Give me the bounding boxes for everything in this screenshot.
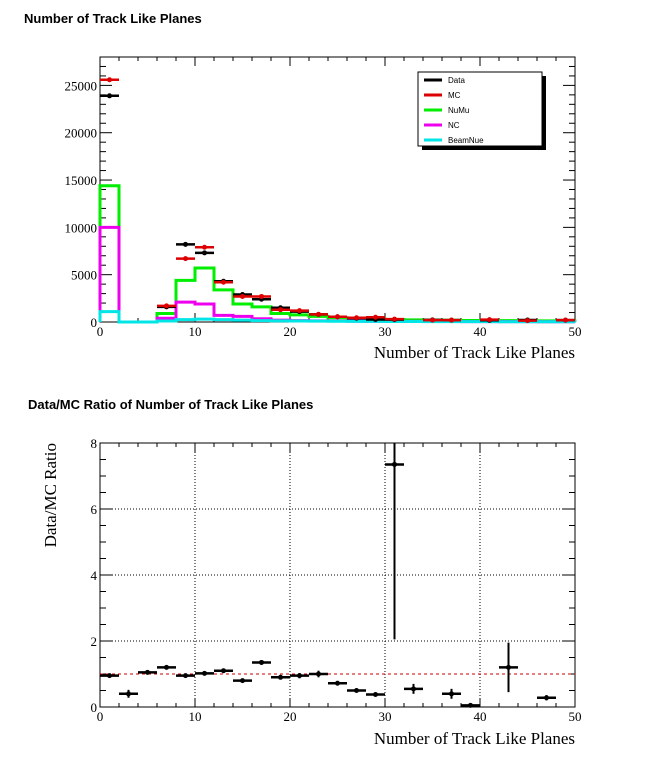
ratio-point-marker xyxy=(373,691,378,697)
legend-label: BeamNue xyxy=(448,136,484,145)
y-tick-label: 4 xyxy=(91,568,98,583)
ratio-points xyxy=(100,443,556,708)
ratio-point-marker xyxy=(354,688,359,693)
y-tick-label: 25000 xyxy=(65,78,98,93)
data-point-marker xyxy=(525,318,530,324)
x-tick-label: 50 xyxy=(569,709,582,724)
ratio-point-marker xyxy=(335,680,340,686)
x-tick-label: 40 xyxy=(474,709,487,724)
ratio-point-marker xyxy=(278,674,283,680)
x-tick-label: 10 xyxy=(189,324,202,339)
data-point-marker xyxy=(449,317,454,323)
y-tick-label: 6 xyxy=(91,502,98,517)
series-numu-line xyxy=(98,184,577,324)
data-point-marker xyxy=(487,317,492,323)
x-tick-label: 0 xyxy=(97,324,104,339)
y-tick-label: 5000 xyxy=(71,268,97,283)
data-point-marker xyxy=(240,293,245,299)
data-point-marker xyxy=(392,316,397,322)
data-point-marker xyxy=(202,244,207,250)
data-point-marker xyxy=(259,293,264,299)
x-tick-label: 0 xyxy=(97,709,104,724)
data-point-marker xyxy=(107,93,112,99)
top-chart-title: Number of Track Like Planes xyxy=(24,11,202,26)
data-point-marker xyxy=(221,279,226,285)
data-point-marker xyxy=(430,317,435,323)
legend-label: Data xyxy=(448,76,465,85)
data-point-marker xyxy=(278,307,283,313)
ratio-point-marker xyxy=(202,670,207,676)
x-axis-label: Number of Track Like Planes xyxy=(374,729,575,748)
data-point-marker xyxy=(335,314,340,320)
x-tick-label: 10 xyxy=(189,709,202,724)
y-tick-label: 0 xyxy=(91,315,98,330)
ratio-point-marker xyxy=(221,668,226,674)
y-tick-label: 10000 xyxy=(65,220,98,235)
ratio-point-marker xyxy=(297,673,302,679)
ratio-point-marker xyxy=(544,695,549,701)
y-axis-label: Data/MC Ratio xyxy=(41,443,60,547)
y-tick-label: 20000 xyxy=(65,126,98,141)
ratio-point-marker xyxy=(468,702,473,708)
data-point-marker xyxy=(202,250,207,256)
ratio-point-marker xyxy=(107,673,112,679)
data-mc-ratio-chart: 0 10 20 30 40 50 0 2 4 6 8 Number of Track Like Pla… xyxy=(41,436,582,748)
ratio-point-marker xyxy=(126,691,131,697)
legend-label: NC xyxy=(448,121,460,130)
data-point-marker xyxy=(373,314,378,320)
bottom-chart-title: Data/MC Ratio of Number of Track Like Pl… xyxy=(28,397,314,412)
x-tick-label: 30 xyxy=(379,709,392,724)
ratio-point-marker xyxy=(449,691,454,697)
data-point-marker xyxy=(183,241,188,247)
y-tick-label: 8 xyxy=(91,436,98,451)
data-point-marker xyxy=(164,303,169,309)
x-tick-label: 50 xyxy=(569,324,582,339)
ratio-point-marker xyxy=(145,669,150,675)
y-tick-label: 15000 xyxy=(65,173,98,188)
y-tick-label: 2 xyxy=(91,634,98,649)
data-point-marker xyxy=(107,77,112,83)
ratio-point-marker xyxy=(506,664,511,670)
data-point-marker xyxy=(316,311,321,317)
x-tick-label: 20 xyxy=(284,324,297,339)
x-tick-label: 30 xyxy=(379,324,392,339)
x-tick-label: 40 xyxy=(474,324,487,339)
series-beamnue-line xyxy=(98,310,577,324)
ratio-point-marker xyxy=(411,686,416,692)
x-tick-label: 20 xyxy=(284,709,297,724)
ratio-point-marker xyxy=(164,664,169,670)
ratio-point-marker xyxy=(183,673,188,679)
ratio-point-marker xyxy=(392,461,397,467)
data-point-marker xyxy=(297,308,302,314)
data-point-marker xyxy=(354,315,359,321)
legend-label: MC xyxy=(448,91,461,100)
y-tick-label: 0 xyxy=(91,700,98,715)
x-axis-label: Number of Track Like Planes xyxy=(374,343,575,362)
ratio-point-marker xyxy=(259,659,264,665)
data-point-marker xyxy=(563,317,568,323)
series-mc-points xyxy=(100,77,575,324)
track-planes-histogram: 0 10 20 30 40 50 0 5000 10000 15000 20000 25000 Numb… xyxy=(65,56,582,362)
ratio-point-marker xyxy=(240,678,245,684)
data-point-marker xyxy=(183,256,188,262)
ratio-point-marker xyxy=(316,671,321,677)
legend-label: NuMu xyxy=(448,106,469,115)
